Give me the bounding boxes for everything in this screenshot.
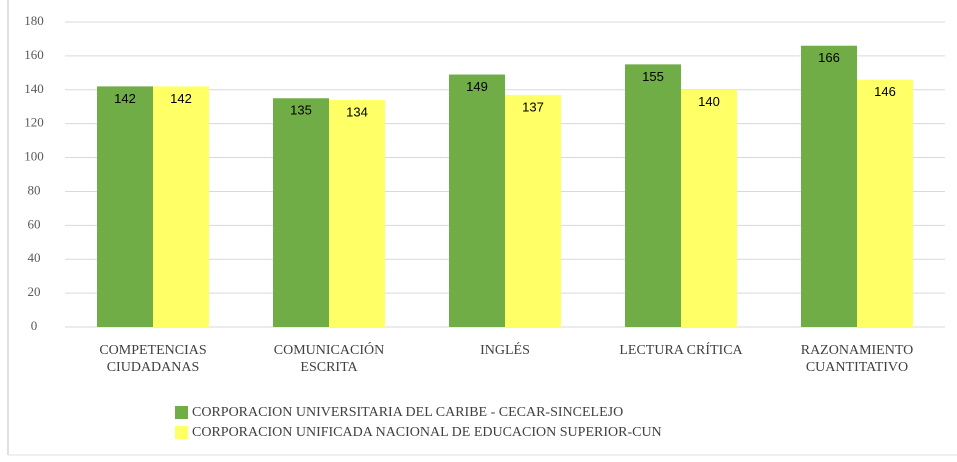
y-tick-label: 0 xyxy=(31,318,38,333)
data-label: 149 xyxy=(466,79,488,94)
data-label: 155 xyxy=(642,69,664,84)
data-label: 137 xyxy=(522,99,544,114)
bar xyxy=(857,79,913,327)
x-tick-label: COMUNICACIÓN ESCRITA xyxy=(273,343,385,375)
data-label: 146 xyxy=(874,84,896,99)
bar xyxy=(97,86,153,327)
y-tick-label: 100 xyxy=(24,149,44,164)
bar xyxy=(625,64,681,327)
data-label: 142 xyxy=(114,91,136,106)
data-label: 142 xyxy=(170,91,192,106)
bar xyxy=(273,98,329,327)
x-tick-label: RAZONAMIENTO CUANTITATIVO xyxy=(800,343,914,375)
bar xyxy=(801,45,857,327)
y-tick-label: 140 xyxy=(24,81,44,96)
y-tick-label: 60 xyxy=(28,216,41,231)
data-label: 134 xyxy=(346,104,368,119)
y-tick-label: 160 xyxy=(24,47,44,62)
legend-label: CORPORACION UNIVERSITARIA DEL CARIBE - C… xyxy=(192,405,623,420)
legend-label: CORPORACION UNIFICADA NACIONAL DE EDUCAC… xyxy=(192,425,662,440)
bar xyxy=(449,74,505,328)
y-tick-label: 180 xyxy=(24,13,44,28)
data-label: 166 xyxy=(818,50,840,65)
x-tick-label: COMPETENCIAS CIUDADANAS xyxy=(99,343,207,375)
data-label: 140 xyxy=(698,94,720,109)
x-tick-label: INGLÉS xyxy=(480,343,530,358)
y-tick-label: 120 xyxy=(24,115,44,130)
bar xyxy=(329,99,385,327)
legend-swatch xyxy=(175,406,188,419)
y-tick-label: 80 xyxy=(28,182,41,197)
bar xyxy=(505,94,561,327)
legend-swatch xyxy=(175,426,188,439)
data-label: 135 xyxy=(290,103,312,118)
x-tick-label: LECTURA CRÍTICA xyxy=(619,343,743,358)
y-tick-label: 20 xyxy=(28,284,41,299)
y-tick-label: 40 xyxy=(28,250,41,265)
bar xyxy=(681,89,737,328)
bar xyxy=(153,86,209,327)
